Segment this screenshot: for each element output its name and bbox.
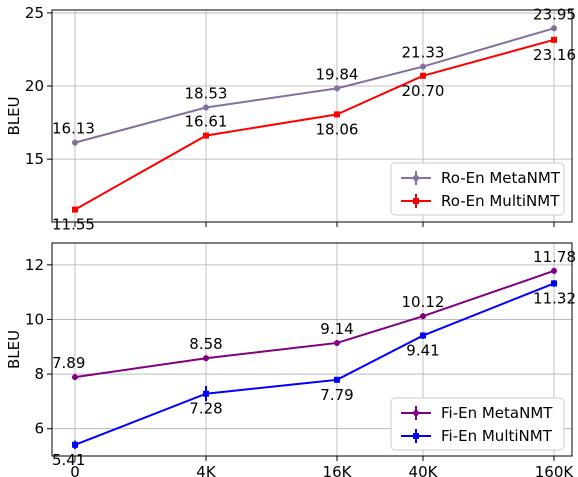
data-label: 10.12 xyxy=(402,293,445,311)
data-label: 11.32 xyxy=(533,289,576,307)
x-tick-label: 40K xyxy=(409,463,439,477)
legend-box xyxy=(390,162,565,216)
legend-marker xyxy=(413,410,419,416)
y-tick-label: 20 xyxy=(25,77,44,95)
data-point xyxy=(420,313,426,320)
data-label: 19.84 xyxy=(316,65,359,83)
series-line xyxy=(74,27,555,144)
plot-frame xyxy=(51,242,573,457)
x-tick-label: 4K xyxy=(196,463,217,477)
y-tick-label: 6 xyxy=(34,420,44,438)
series-line xyxy=(74,269,555,379)
data-label: 7.79 xyxy=(320,386,353,404)
data-point xyxy=(334,85,340,92)
data-point xyxy=(420,72,426,79)
y-tick-label: 25 xyxy=(25,4,44,22)
x-tick-label: 160K xyxy=(535,463,575,477)
y-tick-label: 12 xyxy=(25,256,44,274)
legend-box xyxy=(390,397,565,451)
data-point xyxy=(203,355,209,362)
legend-marker xyxy=(413,433,419,439)
data-label: 18.06 xyxy=(316,120,359,138)
data-point xyxy=(203,390,209,397)
legend-label: Fi-En MultiNMT xyxy=(441,427,553,445)
data-point xyxy=(72,374,78,381)
chart-panel-1: 15 20 25 BLEU 16.13 18.53 19.84 21.33 23.95 11.55… xyxy=(5,4,576,234)
data-label: 7.28 xyxy=(189,400,222,418)
data-label: 16.13 xyxy=(52,120,95,138)
chart-panel-2: 6 8 10 12 0 4K 16K 40K 160K BLEU 7.89 8.58 9.14 10.12… xyxy=(5,242,576,477)
legend-marker xyxy=(413,198,419,204)
data-point xyxy=(334,376,340,383)
data-label: 21.33 xyxy=(402,44,445,62)
data-point xyxy=(72,441,78,448)
data-label: 11.78 xyxy=(533,248,576,266)
data-point xyxy=(72,139,78,146)
legend-label: Ro-En MultiNMT xyxy=(441,192,560,210)
data-label: 7.89 xyxy=(52,354,85,372)
data-label: 9.41 xyxy=(406,342,439,360)
data-label: 23.16 xyxy=(533,46,576,64)
data-point xyxy=(420,332,426,339)
data-label: 11.55 xyxy=(52,216,95,234)
data-point xyxy=(551,267,557,274)
data-label: 20.70 xyxy=(402,82,445,100)
data-point xyxy=(551,25,557,32)
data-label: 9.14 xyxy=(320,320,353,338)
data-point xyxy=(203,104,209,111)
data-point xyxy=(72,206,78,213)
data-point xyxy=(334,339,340,346)
x-tick-label: 0 xyxy=(70,463,80,477)
data-label: 23.95 xyxy=(533,5,576,23)
y-tick-label: 15 xyxy=(25,150,44,168)
y-tick-label: 10 xyxy=(25,310,44,328)
legend-label: Fi-En MetaNMT xyxy=(441,404,553,422)
legend: Ro-En MetaNMT Ro-En MultiNMT xyxy=(390,162,565,216)
x-tick-label: 16K xyxy=(323,463,353,477)
data-label: 16.61 xyxy=(185,113,228,131)
data-point xyxy=(551,280,557,287)
y-axis-label: BLEU xyxy=(5,330,23,369)
data-point xyxy=(334,111,340,118)
y-tick-label: 8 xyxy=(34,365,44,383)
data-label: 5.41 xyxy=(52,451,85,469)
data-point xyxy=(551,36,557,43)
data-label: 8.58 xyxy=(189,335,222,353)
y-axis-label: BLEU xyxy=(5,96,23,135)
legend: Fi-En MetaNMT Fi-En MultiNMT xyxy=(390,397,565,451)
legend-label: Ro-En MetaNMT xyxy=(441,169,561,187)
data-point xyxy=(203,132,209,139)
data-label: 18.53 xyxy=(185,85,228,103)
data-point xyxy=(420,63,426,70)
legend-marker xyxy=(413,175,419,181)
plot-frame xyxy=(51,9,573,223)
